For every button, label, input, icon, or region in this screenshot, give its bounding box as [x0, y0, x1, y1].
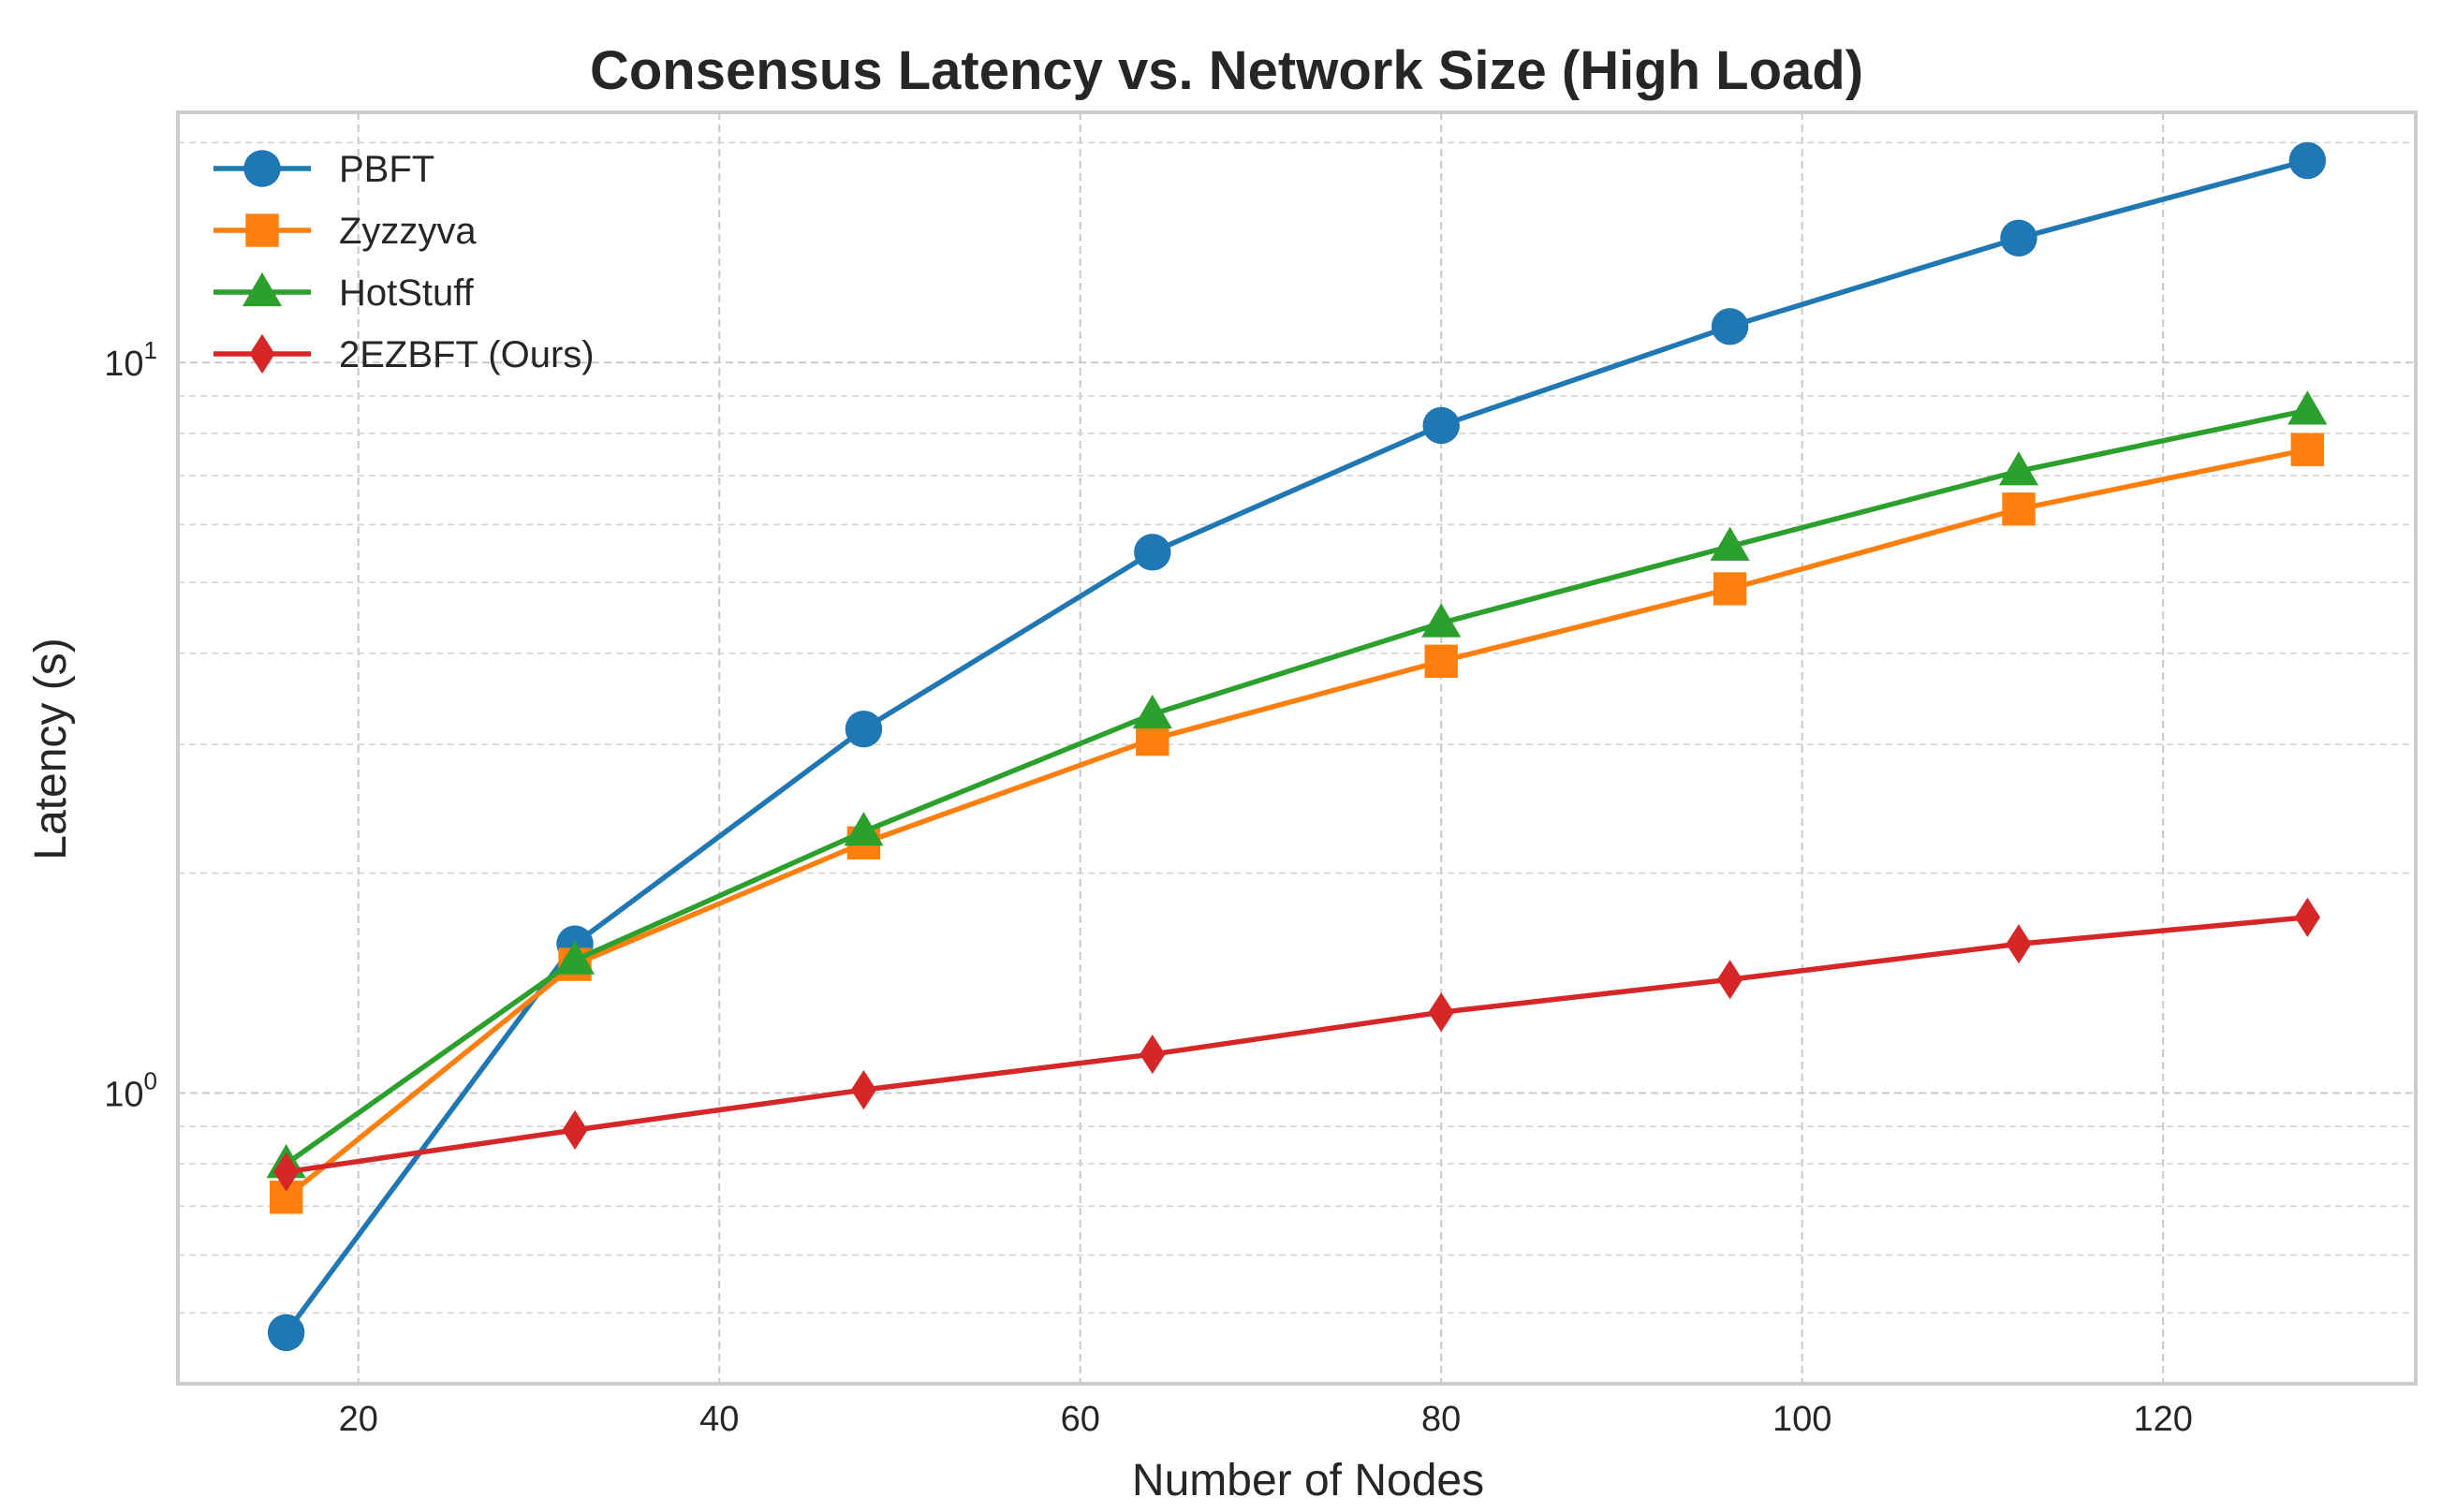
- y-tick-label: 101: [104, 336, 157, 384]
- data-point: [2000, 219, 2037, 257]
- legend-item: 2EZBFT (Ours): [213, 333, 595, 375]
- data-point: [1713, 572, 1747, 606]
- y-axis-label: Latency (s): [26, 638, 76, 859]
- x-tick-label: 60: [1061, 1400, 1100, 1439]
- series-line: [284, 157, 2309, 1334]
- series-hotstuff: [266, 390, 2328, 1179]
- legend-item: PBFT: [213, 149, 434, 190]
- data-point: [2002, 492, 2036, 526]
- chart-title: Consensus Latency vs. Network Size (High…: [590, 40, 1863, 101]
- data-point: [1998, 451, 2039, 486]
- legend-label: 2EZBFT (Ours): [339, 334, 595, 375]
- legend-label: HotStuff: [339, 272, 475, 314]
- data-point: [1134, 534, 1171, 571]
- data-point: [1421, 603, 1462, 638]
- data-point: [1711, 308, 1749, 345]
- data-point: [1132, 694, 1172, 729]
- legend-item: HotStuff: [213, 272, 475, 314]
- legend-marker: [243, 150, 281, 187]
- x-tick-label: 20: [339, 1400, 378, 1439]
- data-point: [273, 1152, 300, 1192]
- data-point: [267, 1314, 305, 1352]
- data-point: [2294, 897, 2320, 937]
- grid: [178, 112, 2416, 1385]
- x-tick-labels: 20 40 60 80 100 120: [339, 1400, 2193, 1439]
- series-line: [285, 407, 2308, 1167]
- legend-label: PBFT: [339, 149, 434, 190]
- legend-marker: [245, 213, 279, 247]
- y-tick-label: 100: [104, 1066, 157, 1114]
- data-point: [1424, 644, 1458, 678]
- data-point: [2288, 141, 2327, 180]
- legend-item: Zyzzyva: [213, 211, 477, 252]
- x-tick-label: 100: [1772, 1400, 1831, 1439]
- x-tick-label: 80: [1421, 1400, 1461, 1439]
- plot-frame: [176, 110, 2418, 1386]
- data-point: [2287, 390, 2328, 425]
- series-line: [286, 915, 2308, 1175]
- data-point: [1716, 960, 1743, 1000]
- series-2ezbft-ours: [273, 897, 2320, 1192]
- data-point: [844, 812, 884, 846]
- data-point: [1428, 992, 1454, 1033]
- legend-marker: [242, 272, 283, 307]
- series-line: [284, 447, 2308, 1199]
- data-point: [554, 940, 596, 975]
- legend: PBFT Zyzzyva HotStuff 2EZBFT (Ours): [213, 149, 595, 375]
- y-tick-labels: 100 101: [104, 336, 157, 1114]
- series-layer: [266, 141, 2328, 1352]
- x-tick-label: 40: [699, 1400, 739, 1439]
- data-point: [1140, 1034, 1166, 1075]
- legend-label: Zyzzyva: [339, 211, 477, 252]
- x-axis-label: Number of Nodes: [1132, 1456, 1484, 1505]
- data-point: [2006, 924, 2032, 964]
- data-point: [1710, 526, 1750, 561]
- data-point: [850, 1070, 877, 1110]
- data-point: [845, 710, 883, 748]
- data-point: [2290, 433, 2325, 466]
- plot-area: [178, 112, 2416, 1384]
- data-point: [1422, 406, 1460, 445]
- x-tick-label: 120: [2133, 1400, 2192, 1439]
- data-point: [562, 1109, 588, 1151]
- legend-marker: [249, 333, 275, 374]
